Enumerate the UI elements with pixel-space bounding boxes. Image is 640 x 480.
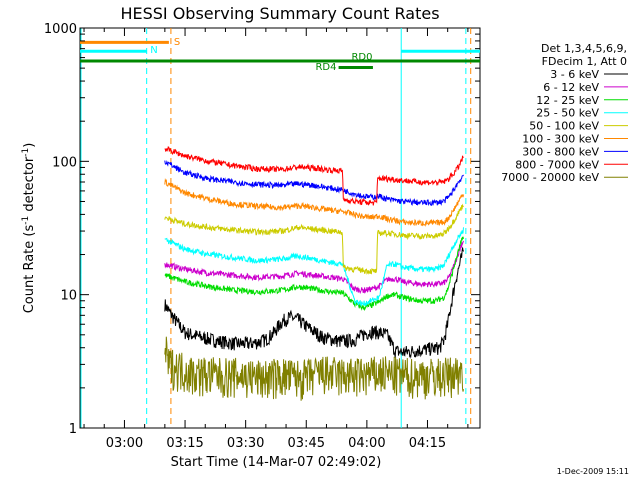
flag-bars: S N RD0 RD4: [80, 37, 480, 73]
legend-label-7: 300 - 800 keV: [522, 145, 599, 158]
legend-label-3: 12 - 25 keV: [536, 94, 599, 107]
x-tick-label-6: 04:15: [409, 436, 446, 451]
y-axis: 1 10 100 1000: [44, 22, 480, 437]
legend-label-9: 7000 - 20000 keV: [501, 171, 599, 184]
y-axis-label-part-3: ): [22, 143, 37, 148]
chart-title: HESSI Observing Summary Count Rates: [120, 4, 439, 23]
x-axis: 03:00 03:15 03:30 03:45 04:00 04:15: [83, 28, 469, 451]
footer-timestamp: 1-Dec-2009 15:11: [557, 467, 629, 476]
series-line-1: [164, 247, 464, 359]
annotation-rd0: RD0: [351, 52, 372, 63]
x-tick-label-1: 03:00: [106, 436, 143, 451]
series-line-4: [164, 227, 464, 307]
legend-label-5: 50 - 100 keV: [529, 120, 599, 133]
legend-label-2: 6 - 12 keV: [543, 81, 599, 94]
series-line-9: [164, 336, 464, 401]
y-tick-label-1: 1: [69, 422, 77, 437]
series-line-5: [164, 203, 464, 275]
legend-label-4: 25 - 50 keV: [536, 107, 599, 120]
series-line-6: [164, 178, 464, 227]
legend: Det 1,3,4,5,6,9, FDecim 1, Att 0 3 - 6 k…: [501, 42, 628, 184]
x-tick-label-4: 03:45: [288, 436, 325, 451]
series-line-7: [164, 159, 464, 207]
legend-header-line-1: Det 1,3,4,5,6,9,: [541, 42, 627, 55]
series-line-8: [164, 146, 464, 206]
y-axis-label-superscript-2: -1: [21, 148, 31, 157]
legend-header-line-2: FDecim 1, Att 0: [542, 55, 627, 68]
series-line-3: [164, 236, 464, 312]
legend-label-1: 3 - 6 keV: [550, 68, 599, 81]
y-axis-label: Count Rate (s-1 detector-1): [21, 143, 37, 314]
annotation-n: N: [150, 45, 157, 56]
annotation-rd4: RD4: [315, 62, 336, 73]
legend-label-6: 100 - 300 keV: [522, 133, 599, 146]
y-axis-label-part-1: Count Rate (s: [22, 225, 37, 314]
series-layer: [164, 146, 464, 401]
legend-label-8: 800 - 7000 keV: [515, 158, 599, 171]
series-line-2: [164, 240, 464, 295]
y-axis-label-part-2: detector: [22, 156, 37, 216]
x-tick-label-2: 03:15: [166, 436, 203, 451]
x-tick-label-5: 04:00: [348, 436, 385, 451]
x-tick-label-3: 03:30: [227, 436, 264, 451]
annotation-s: S: [174, 37, 180, 48]
plot-frame: [79, 27, 481, 429]
y-tick-label-4: 1000: [44, 22, 77, 37]
y-tick-label-2: 10: [60, 289, 77, 304]
y-tick-label-3: 100: [52, 155, 77, 170]
y-axis-label-superscript-1: -1: [21, 216, 31, 225]
x-axis-label: Start Time (14-Mar-07 02:49:02): [171, 455, 382, 470]
